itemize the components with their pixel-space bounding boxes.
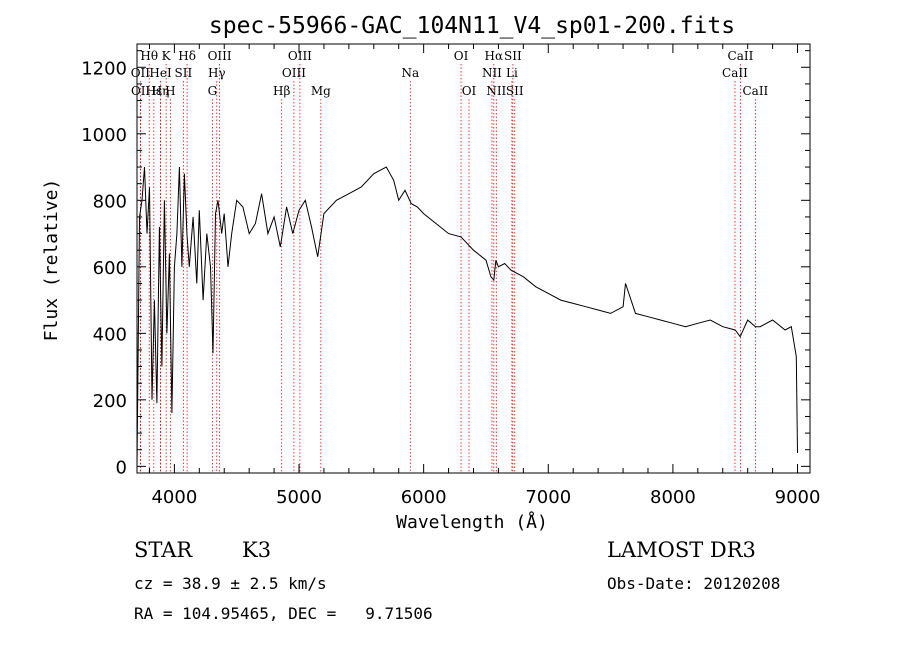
survey-name: LAMOST DR3 (607, 538, 756, 562)
spectral-line-label: OIII (282, 66, 306, 80)
x-tick-label: 8000 (650, 487, 696, 508)
spectral-line-label: SII (506, 84, 524, 98)
x-tick-label: 5000 (276, 487, 322, 508)
spectral-line-label: Hα (485, 49, 504, 63)
spectral-line-label: Li (506, 66, 518, 80)
spectral-line-label: SII (175, 66, 193, 80)
spectral-line-label: NII (486, 84, 506, 98)
coordinates: RA = 104.95465, DEC = 9.71506 (134, 604, 433, 623)
spectral-line-label: Hθ (140, 49, 158, 63)
spectral-line-label: H (165, 84, 175, 98)
redshift-cz: cz = 38.9 ± 2.5 km/s (134, 574, 327, 593)
spectral-line-label: SII (504, 49, 522, 63)
axis-ticks: 4000 5000 6000 7000 8000 9000 0 200 400 600 800 100… (81, 44, 820, 508)
spectral-line-label: OI (462, 84, 477, 98)
spectral-line-label: CaII (728, 49, 754, 63)
spectral-line-label: Mg (311, 84, 331, 98)
spectral-line-label: OIII (288, 49, 312, 63)
y-tick-label: 0 (116, 457, 127, 478)
spectral-line-label: OII (131, 66, 151, 80)
observation-date: Obs-Date: 20120208 (607, 574, 781, 593)
x-tick-label: 4000 (151, 487, 197, 508)
spectral-line-label: Hε (145, 84, 162, 98)
spectral-line-label: HeI (149, 66, 172, 80)
spectrum-chart: spec-55966-GAC_104N11_V4_sp01-200.fits H… (41, 13, 820, 533)
y-tick-label: 400 (93, 324, 127, 345)
x-axis-label: Wavelength (Å) (396, 511, 548, 533)
spectral-line-label: Hδ (178, 49, 196, 63)
y-axis-label: Flux (relative) (41, 179, 62, 342)
y-tick-label: 600 (93, 258, 127, 279)
y-tick-label: 1200 (81, 58, 127, 79)
spectral-line-label: Hγ (208, 66, 226, 80)
spectral-line-label: CaII (722, 66, 748, 80)
spectral-line-label: G (208, 84, 218, 98)
y-tick-label: 1000 (81, 125, 127, 146)
plot-frame (136, 43, 811, 474)
spectral-line-label: Hβ (273, 84, 290, 98)
x-tick-label: 7000 (525, 487, 571, 508)
spectral-line-label: CaII (742, 84, 768, 98)
object-subclass: K3 (242, 538, 272, 562)
y-tick-label: 200 (93, 391, 127, 412)
spectral-line-label: NII (482, 66, 502, 80)
y-tick-label: 800 (93, 191, 127, 212)
x-tick-label: 6000 (401, 487, 447, 508)
spectral-line-label: Hη (152, 84, 170, 98)
spectral-line-label: OI (454, 49, 469, 63)
spectral-line-label: OII (131, 84, 151, 98)
spectral-line-label: OIII (208, 49, 232, 63)
spectrum-series-line (136, 166, 798, 467)
object-class: STAR (134, 538, 193, 562)
spectral-line-label: Na (401, 66, 419, 80)
spectral-line-label: K (162, 49, 172, 63)
chart-title: spec-55966-GAC_104N11_V4_sp01-200.fits (209, 13, 735, 39)
x-tick-label: 9000 (775, 487, 821, 508)
spectral-line-markers (139, 64, 756, 473)
